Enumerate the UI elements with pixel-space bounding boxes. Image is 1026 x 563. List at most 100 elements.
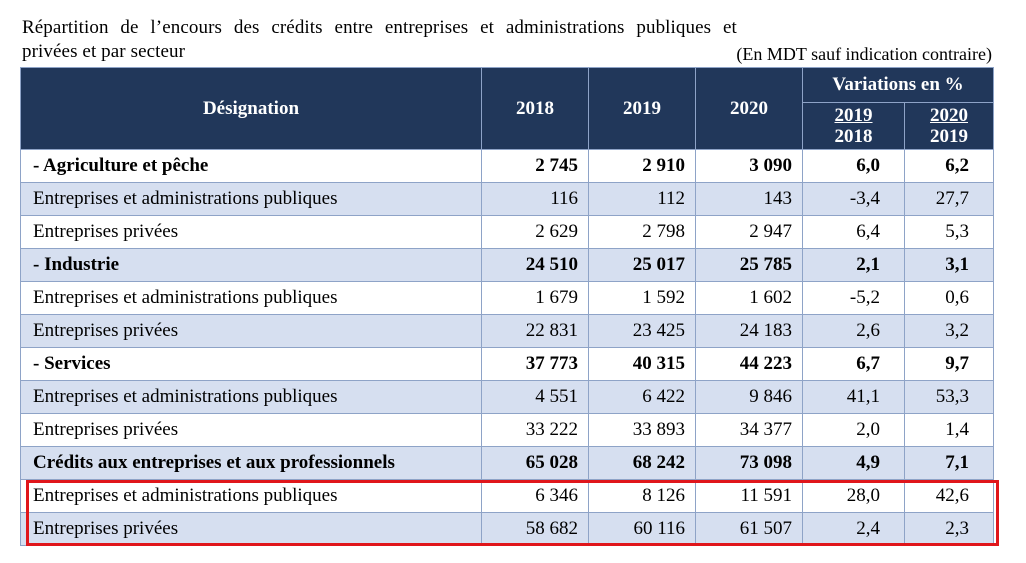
table-row: Entreprises et administrations publiques… bbox=[20, 380, 995, 414]
cell-var-2019: 6,4 bbox=[802, 215, 905, 249]
cell-2018: 24 510 bbox=[481, 248, 589, 282]
title-line-1: Répartition de l’encours des crédits ent… bbox=[22, 17, 737, 38]
cell-2020: 25 785 bbox=[695, 248, 803, 282]
row-label: Entreprises et administrations publiques bbox=[20, 479, 482, 513]
cell-var-2020: 2,3 bbox=[903, 512, 995, 546]
var-2019-denominator: 2018 bbox=[834, 125, 873, 147]
cell-2018: 6 346 bbox=[481, 479, 589, 513]
row-label: Entreprises privées bbox=[20, 512, 482, 546]
cell-2020: 11 591 bbox=[695, 479, 803, 513]
table-row: Entreprises et administrations publiques… bbox=[20, 182, 995, 216]
row-label: - Industrie bbox=[20, 248, 482, 282]
header-designation: Désignation bbox=[20, 67, 482, 150]
cell-var-2019: 28,0 bbox=[802, 479, 905, 513]
row-label: - Services bbox=[20, 347, 482, 381]
cell-2019: 112 bbox=[588, 182, 696, 216]
unit-note: (En MDT sauf indication contraire) bbox=[736, 44, 992, 64]
credit-table: Désignation 2018 2019 2020 Variations en… bbox=[20, 67, 995, 546]
row-label: Entreprises et administrations publiques bbox=[20, 380, 482, 414]
cell-var-2019: 2,0 bbox=[802, 413, 905, 447]
cell-2018: 2 745 bbox=[481, 149, 589, 183]
cell-2020: 24 183 bbox=[695, 314, 803, 348]
cell-2019: 68 242 bbox=[588, 446, 696, 480]
row-label: Entreprises privées bbox=[20, 314, 482, 348]
header-var-2019-2018: 2019 2018 bbox=[802, 102, 905, 150]
var-2019-numerator: 2019 bbox=[834, 104, 873, 126]
table-row-total: Crédits aux entreprises et aux professio… bbox=[20, 446, 995, 480]
cell-2019: 60 116 bbox=[588, 512, 696, 546]
table-row: Entreprises et administrations publiques… bbox=[20, 479, 995, 513]
title-line-2: privées et par secteur bbox=[22, 41, 186, 62]
cell-var-2020: 3,1 bbox=[903, 248, 995, 282]
row-label: Entreprises privées bbox=[20, 215, 482, 249]
row-label: Entreprises privées bbox=[20, 413, 482, 447]
cell-2019: 6 422 bbox=[588, 380, 696, 414]
cell-2019: 25 017 bbox=[588, 248, 696, 282]
cell-var-2019: 2,1 bbox=[802, 248, 905, 282]
table-header: Désignation 2018 2019 2020 Variations en… bbox=[20, 67, 995, 150]
cell-var-2020: 7,1 bbox=[903, 446, 995, 480]
cell-2018: 1 679 bbox=[481, 281, 589, 315]
cell-var-2020: 3,2 bbox=[903, 314, 995, 348]
cell-2018: 37 773 bbox=[481, 347, 589, 381]
cell-2020: 2 947 bbox=[695, 215, 803, 249]
cell-2019: 33 893 bbox=[588, 413, 696, 447]
cell-var-2020: 1,4 bbox=[903, 413, 995, 447]
cell-2018: 22 831 bbox=[481, 314, 589, 348]
cell-var-2019: -3,4 bbox=[802, 182, 905, 216]
header-var-2020-2019: 2020 2019 bbox=[903, 102, 995, 150]
table-row: Entreprises privées 33 222 33 893 34 377… bbox=[20, 413, 995, 447]
cell-2018: 4 551 bbox=[481, 380, 589, 414]
cell-var-2019: 6,7 bbox=[802, 347, 905, 381]
cell-2020: 3 090 bbox=[695, 149, 803, 183]
var-2020-denominator: 2019 bbox=[930, 125, 968, 147]
cell-2019: 1 592 bbox=[588, 281, 696, 315]
var-2020-numerator: 2020 bbox=[930, 104, 968, 126]
table-row: Entreprises privées 58 682 60 116 61 507… bbox=[20, 512, 995, 546]
cell-var-2020: 5,3 bbox=[903, 215, 995, 249]
cell-2019: 40 315 bbox=[588, 347, 696, 381]
header-year-2020: 2020 bbox=[695, 67, 803, 150]
cell-var-2020: 0,6 bbox=[903, 281, 995, 315]
cell-var-2020: 53,3 bbox=[903, 380, 995, 414]
row-label: Entreprises et administrations publiques bbox=[20, 281, 482, 315]
cell-2019: 2 910 bbox=[588, 149, 696, 183]
cell-2020: 73 098 bbox=[695, 446, 803, 480]
table-row: Entreprises privées 22 831 23 425 24 183… bbox=[20, 314, 995, 348]
cell-var-2019: 4,9 bbox=[802, 446, 905, 480]
row-label: - Agriculture et pêche bbox=[20, 149, 482, 183]
table-body: - Agriculture et pêche 2 745 2 910 3 090… bbox=[20, 149, 995, 546]
cell-2018: 116 bbox=[481, 182, 589, 216]
header-variations: Variations en % bbox=[801, 67, 995, 103]
row-label: Entreprises et administrations publiques bbox=[20, 182, 482, 216]
cell-var-2019: -5,2 bbox=[802, 281, 905, 315]
cell-var-2019: 2,6 bbox=[802, 314, 905, 348]
cell-2020: 143 bbox=[695, 182, 803, 216]
table-title: Répartition de l’encours des crédits ent… bbox=[22, 16, 862, 64]
cell-2020: 34 377 bbox=[695, 413, 803, 447]
cell-2018: 65 028 bbox=[481, 446, 589, 480]
cell-2018: 2 629 bbox=[481, 215, 589, 249]
cell-var-2019: 41,1 bbox=[802, 380, 905, 414]
header-year-2019: 2019 bbox=[588, 67, 696, 150]
cell-2019: 23 425 bbox=[588, 314, 696, 348]
cell-2018: 33 222 bbox=[481, 413, 589, 447]
cell-var-2020: 27,7 bbox=[903, 182, 995, 216]
table-row: Entreprises et administrations publiques… bbox=[20, 281, 995, 315]
cell-2020: 44 223 bbox=[695, 347, 803, 381]
cell-var-2020: 42,6 bbox=[903, 479, 995, 513]
cell-2020: 1 602 bbox=[695, 281, 803, 315]
cell-2020: 61 507 bbox=[695, 512, 803, 546]
cell-2018: 58 682 bbox=[481, 512, 589, 546]
cell-2019: 2 798 bbox=[588, 215, 696, 249]
row-label: Crédits aux entreprises et aux professio… bbox=[20, 446, 482, 480]
table-row: - Agriculture et pêche 2 745 2 910 3 090… bbox=[20, 149, 995, 183]
cell-var-2020: 6,2 bbox=[903, 149, 995, 183]
table-row: - Services 37 773 40 315 44 223 6,7 9,7 bbox=[20, 347, 995, 381]
table-row: Entreprises privées 2 629 2 798 2 947 6,… bbox=[20, 215, 995, 249]
header-year-2018: 2018 bbox=[481, 67, 589, 150]
cell-var-2020: 9,7 bbox=[903, 347, 995, 381]
cell-var-2019: 2,4 bbox=[802, 512, 905, 546]
cell-var-2019: 6,0 bbox=[802, 149, 905, 183]
cell-2019: 8 126 bbox=[588, 479, 696, 513]
